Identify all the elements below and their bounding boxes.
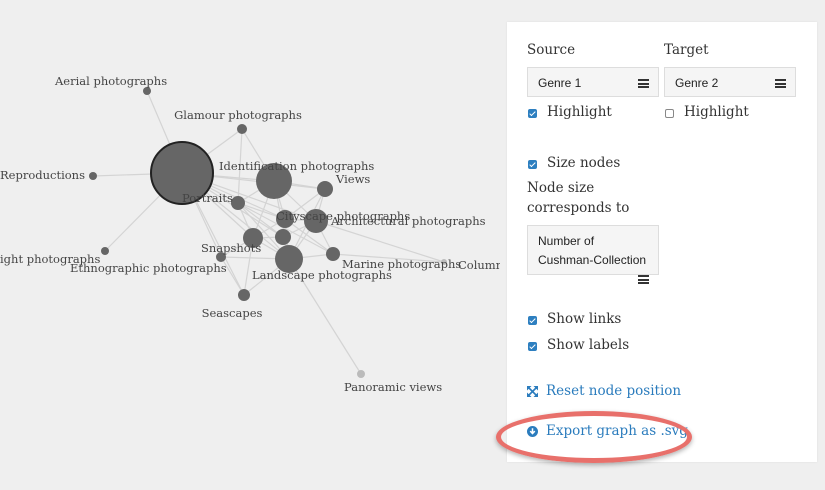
- show-links-label: Show links: [547, 311, 622, 327]
- graph-node-reproductions[interactable]: [89, 172, 97, 180]
- graph-link: [237, 202, 284, 238]
- node-size-value-line1: Number of: [538, 234, 595, 248]
- node-size-label-line1: Node size: [527, 180, 595, 196]
- graph-node-snapshots[interactable]: [243, 228, 263, 248]
- target-highlight-label: Highlight: [684, 104, 749, 120]
- source-select[interactable]: Genre 1: [527, 67, 659, 97]
- graph-label-glamour: Glamour photographs: [174, 108, 302, 122]
- graph-label-reproductions: Reproductions: [0, 168, 85, 182]
- node-size-value-line2: Cushman-Collection: [538, 253, 647, 267]
- graph-labels: Aerial photographs Glamour photographs Rep…: [0, 74, 500, 394]
- graph-node-night[interactable]: [101, 247, 109, 255]
- source-highlight-label: Highlight: [547, 104, 612, 120]
- graph-link: [288, 258, 362, 375]
- size-nodes-label: Size nodes: [547, 155, 621, 171]
- graph-label-seascapes: Seascapes: [202, 306, 263, 320]
- source-highlight-checkbox[interactable]: [528, 109, 537, 118]
- graph-link: [220, 256, 245, 296]
- graph-links: [92, 90, 445, 375]
- expand-arrows-icon: [527, 386, 538, 397]
- menu-icon: [775, 79, 786, 88]
- graph-node-marine[interactable]: [326, 247, 340, 261]
- graph-label-portraits: Portraits: [182, 191, 233, 205]
- network-graph[interactable]: Aerial photographs Glamour photographs Rep…: [0, 0, 500, 490]
- graph-label-night: ight photographs: [0, 252, 100, 266]
- graph-node-identification[interactable]: [256, 163, 292, 199]
- graph-node-panoramic[interactable]: [357, 370, 365, 378]
- graph-label-views: Views: [335, 172, 370, 186]
- target-label: Target: [664, 42, 709, 58]
- graph-label-panoramic: Panoramic views: [344, 380, 442, 394]
- graph-node-aerial[interactable]: [143, 87, 151, 95]
- graph-node-views[interactable]: [317, 181, 333, 197]
- export-svg-link[interactable]: Export graph as .svg: [527, 423, 727, 443]
- source-select-value: Genre 1: [538, 76, 582, 90]
- graph-node-center[interactable]: [275, 229, 291, 245]
- menu-icon: [638, 275, 649, 284]
- settings-panel: Source Target Genre 1 Genre 2 Highlight …: [507, 22, 817, 462]
- graph-label-marine: Marine photographs: [342, 257, 461, 271]
- graph-node-landscape[interactable]: [275, 245, 303, 273]
- graph-link: [332, 253, 445, 263]
- show-labels-checkbox[interactable]: [528, 342, 537, 351]
- graph-label-landscape: Landscape photographs: [252, 268, 392, 282]
- graph-link: [237, 128, 243, 204]
- graph-node-glamour[interactable]: [237, 124, 247, 134]
- source-label: Source: [527, 42, 576, 58]
- download-icon: [527, 426, 538, 437]
- graph-node-columned[interactable]: [441, 259, 447, 265]
- size-nodes-checkbox[interactable]: [528, 160, 537, 169]
- graph-node-architectural[interactable]: [304, 209, 328, 233]
- export-svg-label: Export graph as .svg: [546, 423, 688, 439]
- show-labels-label: Show labels: [547, 337, 630, 353]
- graph-node-ethnographic[interactable]: [216, 252, 226, 262]
- graph-link: [315, 220, 445, 263]
- graph-label-cityscape: Cityscape photographs: [276, 209, 410, 223]
- target-select-value: Genre 2: [675, 76, 719, 90]
- graph-label-identification: Identification photographs: [219, 159, 374, 173]
- menu-icon: [638, 79, 649, 88]
- graph-label-columned: Columne: [458, 258, 500, 272]
- reset-node-position-label: Reset node position: [546, 383, 682, 399]
- graph-label-aerial: Aerial photographs: [54, 74, 167, 88]
- graph-link: [284, 218, 334, 255]
- reset-node-position-link[interactable]: Reset node position: [527, 383, 727, 403]
- graph-node-portraits[interactable]: [231, 196, 245, 210]
- graph-node-cityscape[interactable]: [276, 210, 294, 228]
- graph-label-architectural: Architectural photographs: [330, 214, 486, 228]
- graph-node-seascapes[interactable]: [238, 289, 250, 301]
- target-highlight-checkbox[interactable]: [665, 109, 674, 118]
- graph-nodes: [89, 87, 447, 378]
- node-size-select[interactable]: Number of Cushman-Collection: [527, 225, 659, 275]
- graph-label-ethnographic: Ethnographic photographs: [70, 261, 227, 275]
- target-select[interactable]: Genre 2: [664, 67, 796, 97]
- show-links-checkbox[interactable]: [528, 316, 537, 325]
- node-size-label-line2: corresponds to: [527, 200, 630, 216]
- graph-label-snapshots: Snapshots: [201, 241, 261, 255]
- graph-node-hub[interactable]: [150, 141, 214, 205]
